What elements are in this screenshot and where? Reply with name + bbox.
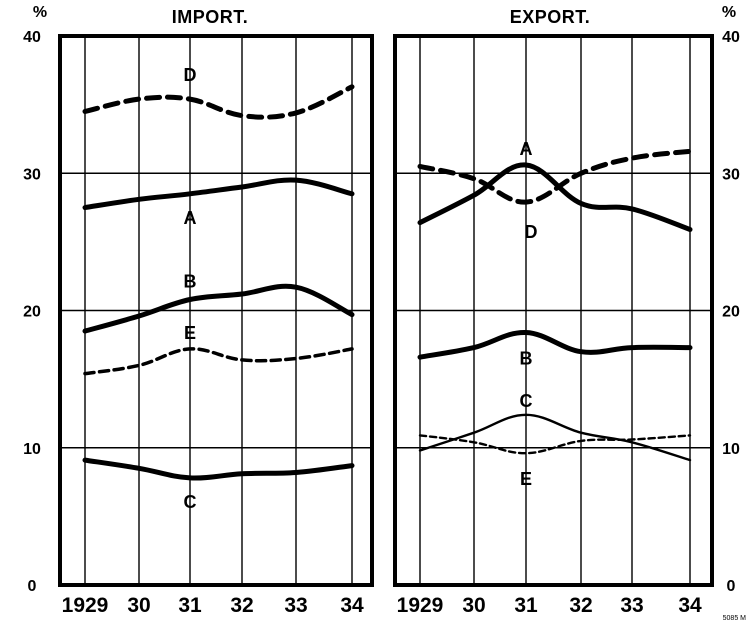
panel-1-ytick-30: 30: [722, 166, 740, 183]
panel-0-series-label-C: C: [184, 492, 197, 512]
panel-1-series-label-B: B: [520, 348, 533, 368]
panel-1-ytick-0: 0: [727, 578, 736, 595]
panel-0-ytick-30: 30: [23, 166, 41, 183]
panel-0-series-label-E: E: [184, 323, 196, 343]
panel-0-series-B: [82, 283, 355, 334]
panel-0-series-label-D: D: [184, 65, 197, 85]
panel-0-xtick-30: 30: [127, 594, 150, 617]
panel-1-xtick-34: 34: [678, 594, 702, 617]
panel-0-ytick-40: 40: [23, 29, 41, 46]
panel-1-frame: [393, 34, 714, 587]
panel-0-series-label-B: B: [184, 272, 197, 292]
panel-1-series-label-D: D: [525, 222, 538, 242]
panel-1-series-label-E: E: [520, 469, 532, 489]
panel-0-xtick-1929: 1929: [62, 594, 109, 617]
panel-0-ylabel: %: [33, 4, 47, 21]
panel-1-series-label-A: A: [520, 139, 533, 159]
panel-0-series-D: [82, 84, 355, 120]
panel-0-xtick-32: 32: [230, 594, 253, 617]
panel-1-series-E: [418, 434, 692, 455]
panel-0-ytick-0: 0: [28, 578, 37, 595]
panel-1-title: EXPORT.: [510, 7, 591, 27]
panel-1-xtick-31: 31: [514, 594, 538, 617]
panel-1-ytick-40: 40: [722, 29, 740, 46]
panel-0-series-label-A: A: [184, 208, 197, 228]
panel-0-xtick-31: 31: [178, 594, 202, 617]
panel-0-xtick-34: 34: [340, 594, 364, 617]
corner-mark: 5085 M: [723, 615, 747, 622]
panel-1-xtick-30: 30: [462, 594, 485, 617]
panel-1-series-D: [417, 148, 693, 205]
panel-1-ytick-20: 20: [722, 304, 740, 321]
panel-0-title: IMPORT.: [172, 7, 249, 27]
panel-0-series-A: [82, 177, 355, 211]
panel-1-xtick-32: 32: [569, 594, 592, 617]
panel-0-ytick-20: 20: [23, 304, 41, 321]
panel-1-series-label-C: C: [520, 391, 533, 411]
panel-1-xtick-33: 33: [620, 594, 643, 617]
panel-0-xtick-33: 33: [284, 594, 307, 617]
panel-0-series-C: [82, 457, 355, 481]
panel-1-series-B: [417, 329, 693, 360]
panel-1-ytick-10: 10: [722, 441, 740, 458]
panel-1-ylabel: %: [722, 4, 736, 21]
panel-1-series-A: [417, 162, 693, 232]
panel-0-frame: [58, 34, 374, 587]
panel-1-series-C: [418, 413, 692, 462]
panel-0-ytick-10: 10: [23, 441, 41, 458]
panel-0-series-E: [83, 347, 354, 376]
panel-1-xtick-1929: 1929: [397, 594, 444, 617]
